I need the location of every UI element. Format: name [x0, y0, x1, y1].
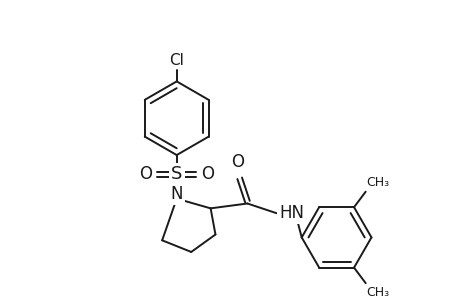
- Text: N: N: [170, 185, 183, 203]
- Text: CH₃: CH₃: [366, 176, 389, 189]
- Text: O: O: [139, 165, 152, 183]
- Text: CH₃: CH₃: [366, 286, 389, 299]
- Text: Cl: Cl: [169, 53, 184, 68]
- Text: S: S: [171, 165, 182, 183]
- Text: HN: HN: [279, 204, 304, 222]
- Text: O: O: [231, 153, 244, 171]
- Text: O: O: [201, 165, 213, 183]
